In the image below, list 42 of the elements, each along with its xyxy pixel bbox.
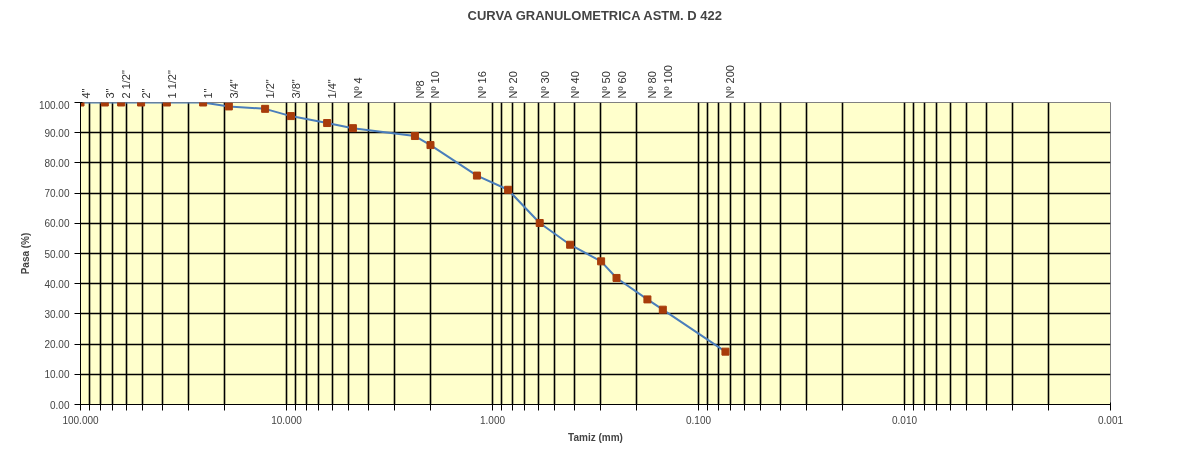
text: 2 1/2": [120, 70, 133, 99]
x-tick-label: 0.001: [1097, 414, 1124, 426]
text: Nº 40: [569, 71, 582, 99]
x-tick-label: 10.000: [271, 414, 303, 426]
text: 4": [79, 88, 92, 99]
y-axis-title: Pasa (%): [19, 232, 31, 275]
chart-title: CURVA GRANULOMETRICA ASTM. D 422: [467, 7, 723, 23]
text: Nº 10: [429, 71, 442, 99]
x-tick-label: 0.010: [891, 414, 918, 426]
y-tick-label: 40.00: [44, 278, 70, 290]
text: 1/2": [264, 79, 277, 99]
text: Nº 30: [538, 71, 551, 99]
text: 3/4": [227, 79, 240, 99]
y-tick-label: 0.00: [50, 399, 70, 411]
text: Nº 80: [646, 71, 659, 99]
text: Nº 100: [661, 65, 674, 99]
text: Nº 20: [507, 71, 520, 99]
x-tick-label: 100.000: [62, 414, 100, 426]
x-axis-title: Tamiz (mm): [568, 431, 623, 443]
text: Nº8: [413, 80, 426, 99]
y-tick-label: 90.00: [44, 127, 70, 139]
x-tick-label: 1.000: [479, 414, 506, 426]
text: 2": [140, 88, 153, 99]
text: Nº 60: [615, 71, 628, 99]
y-tick-label: 100.00: [38, 99, 70, 111]
y-tick-label: 60.00: [44, 218, 70, 230]
text: 1/4": [326, 79, 339, 99]
y-tick-label: 20.00: [44, 339, 70, 351]
y-tick-label: 50.00: [44, 248, 70, 260]
y-tick-label: 10.00: [44, 369, 70, 381]
text: Nº 4: [351, 77, 364, 99]
y-tick-label: 80.00: [44, 157, 70, 169]
text: 3/8": [289, 79, 302, 99]
text: 1": [202, 88, 215, 99]
y-tick-label: 30.00: [44, 308, 70, 320]
y-tick-label: 70.00: [44, 188, 70, 200]
text: Nº 16: [475, 71, 488, 99]
text: Nº 200: [724, 65, 737, 99]
x-tick-label: 0.100: [685, 414, 712, 426]
text: 3": [103, 88, 116, 99]
text: Nº 50: [600, 71, 613, 99]
text: 1 1/2": [165, 70, 178, 99]
